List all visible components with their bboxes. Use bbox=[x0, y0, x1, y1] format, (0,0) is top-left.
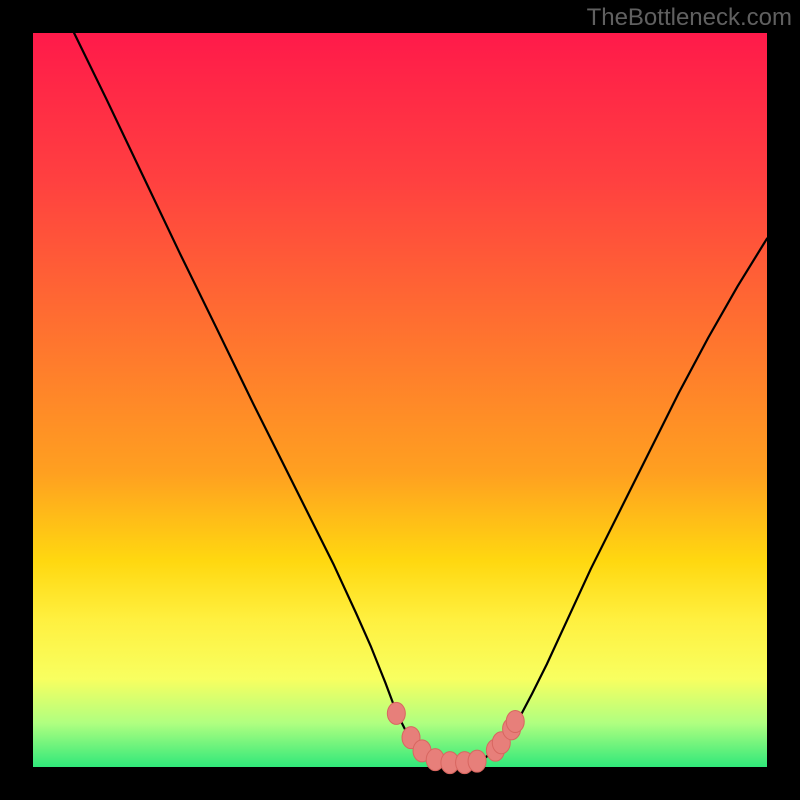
watermark-text: TheBottleneck.com bbox=[587, 4, 792, 32]
chart-container: TheBottleneck.com bbox=[0, 0, 800, 800]
plot-area bbox=[33, 33, 767, 767]
